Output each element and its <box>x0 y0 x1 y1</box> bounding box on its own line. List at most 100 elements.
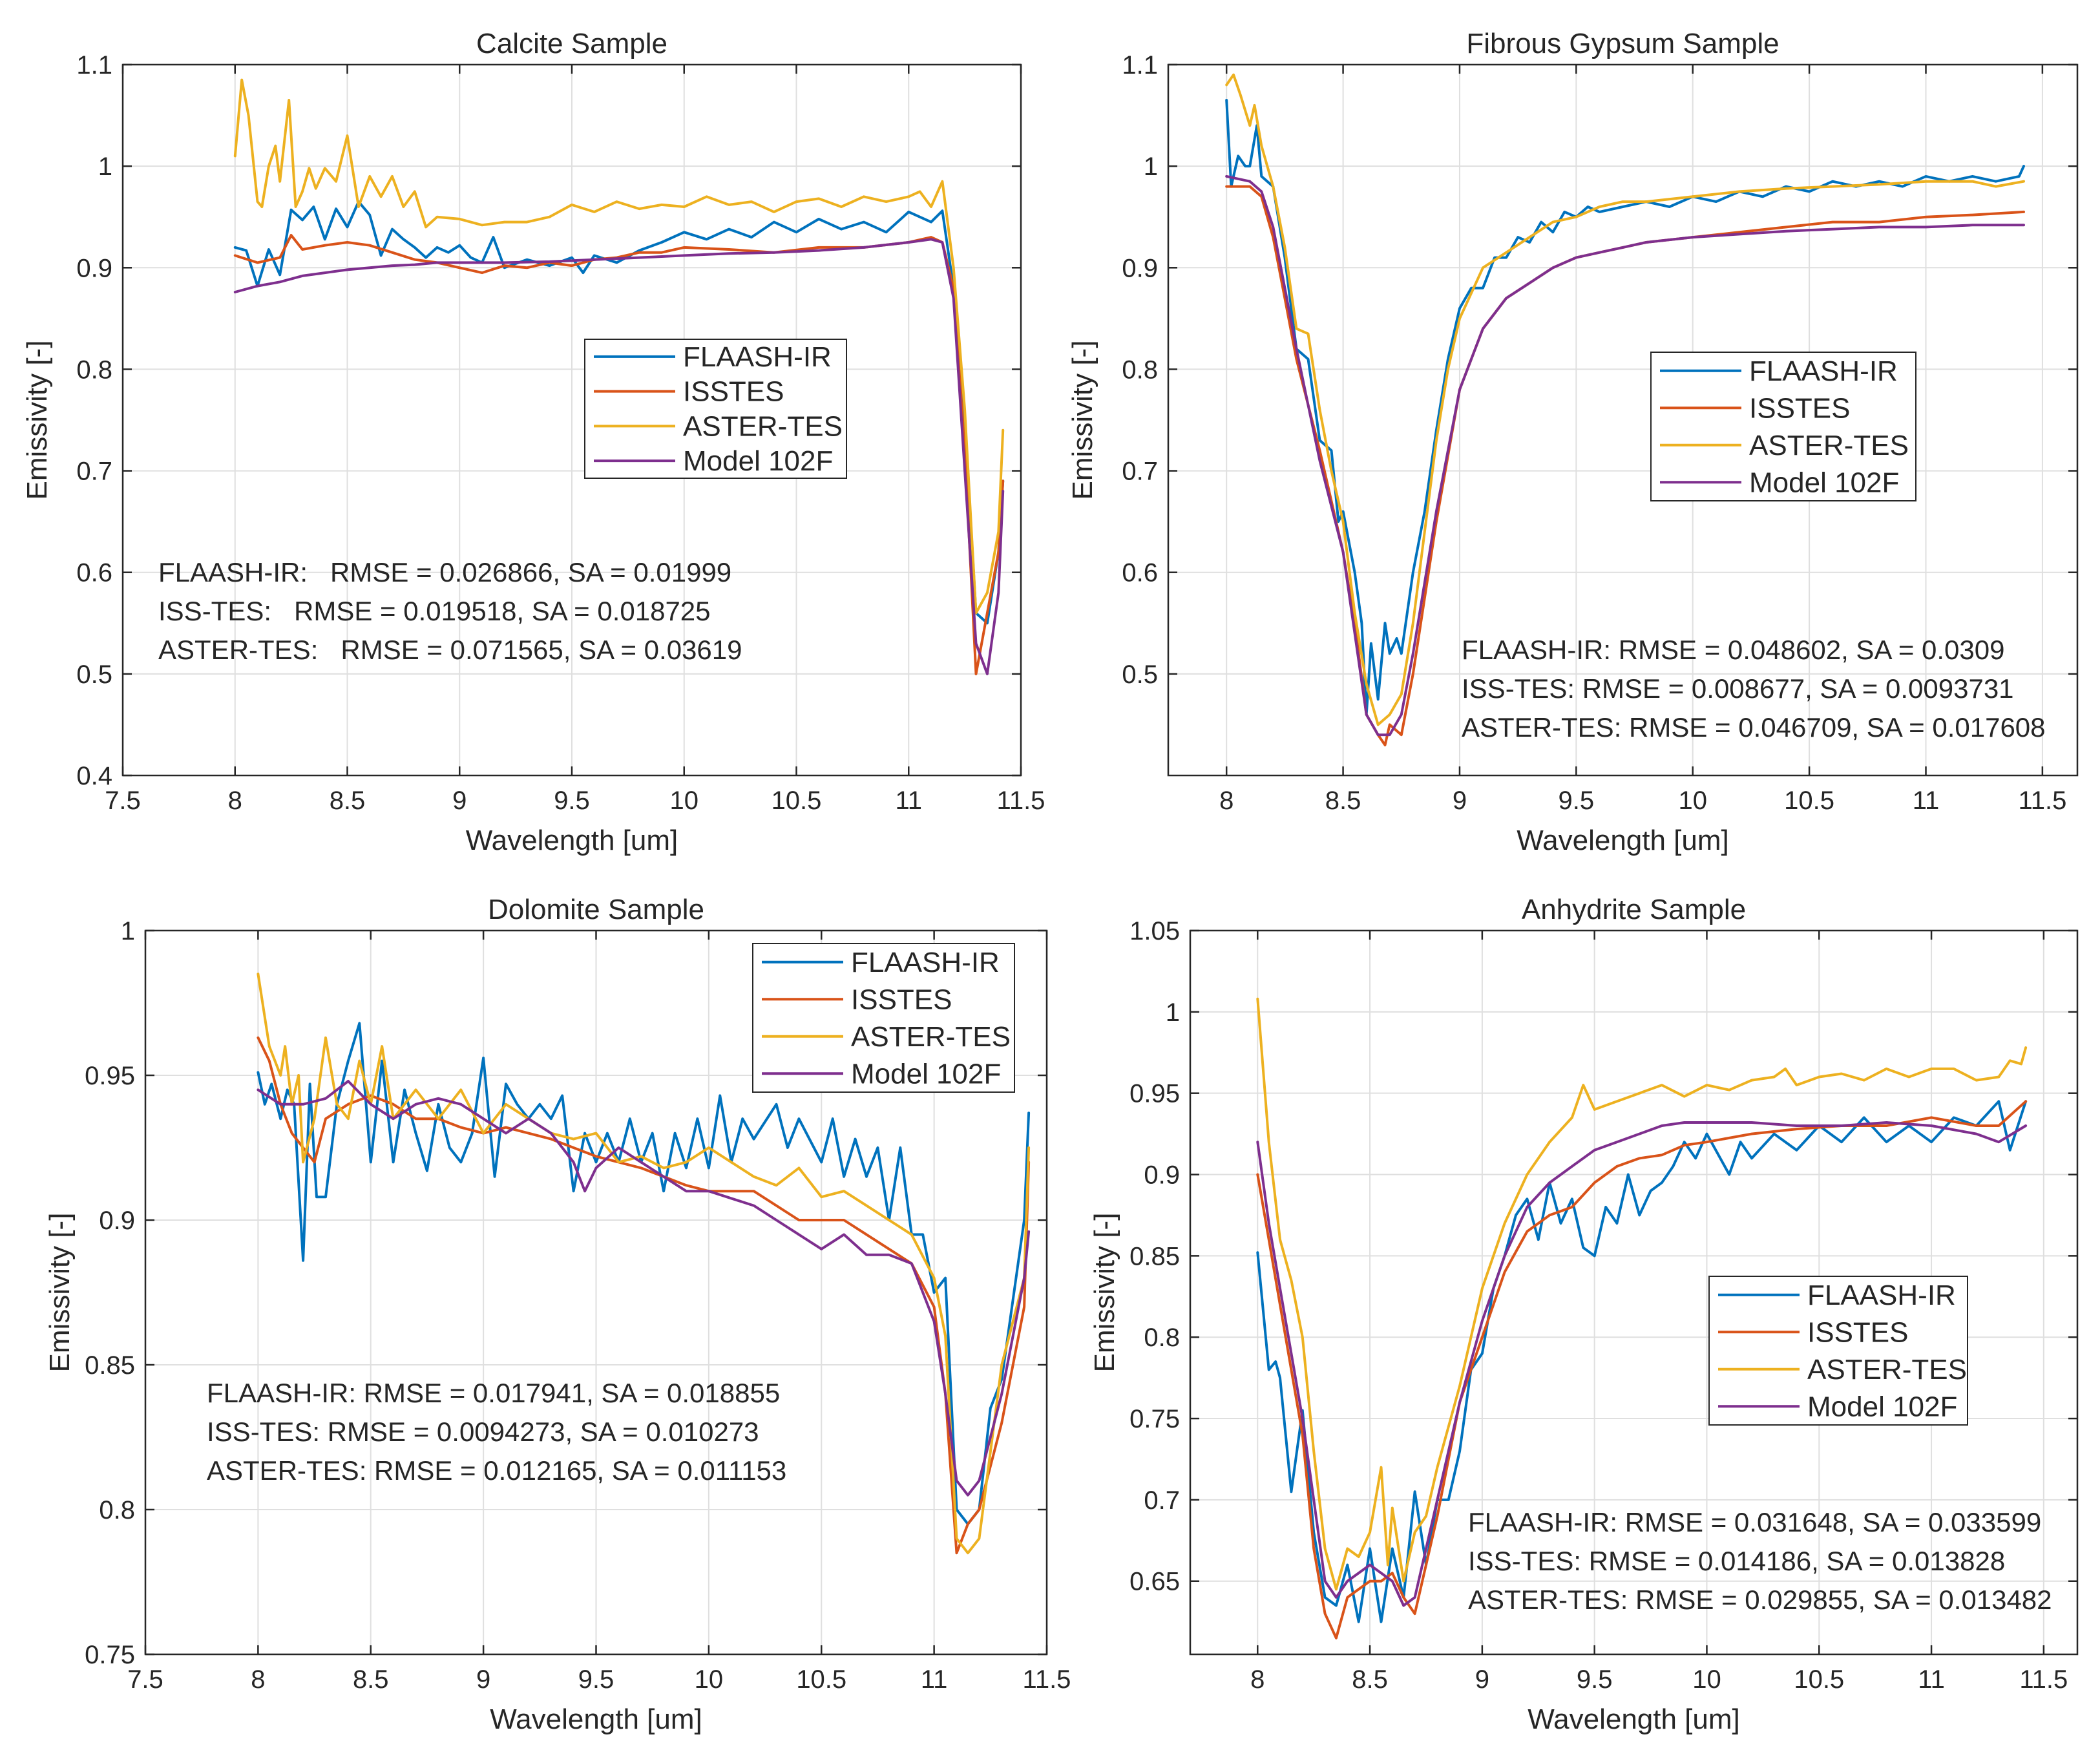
legend-entry: ASTER-TES <box>683 410 843 442</box>
y-tick-label: 0.7 <box>1122 458 1158 486</box>
x-tick-label: 10 <box>670 786 699 815</box>
annotation-text: FLAASH-IR: RMSE = 0.017941, SA = 0.01885… <box>207 1378 780 1408</box>
series-line-flaash-ir <box>1225 99 2025 716</box>
x-tick-label: 11.5 <box>2018 786 2066 815</box>
legend-box <box>752 943 1015 1093</box>
legend-entry: Model 102F <box>683 445 833 477</box>
chart-title: Anhydrite Sample <box>1522 894 1746 925</box>
series-line-flaash-ir <box>257 1022 1031 1526</box>
axis-box <box>1189 929 2079 1656</box>
series-line-model-102f <box>1225 174 2025 737</box>
y-tick-label: 1.05 <box>1129 917 1180 945</box>
legend-entry: FLAASH-IR <box>851 947 1000 978</box>
y-tick-label: 0.6 <box>76 559 112 587</box>
legend: FLAASH-IR ISSTES ASTER-TES Model 102F <box>1708 1276 1968 1426</box>
y-tick-label: 0.8 <box>1122 355 1158 384</box>
x-tick-label: 11.5 <box>1023 1665 1071 1694</box>
legend-entry: ISSTES <box>683 376 784 408</box>
x-axis-label: Wavelength [um] <box>1528 1703 1740 1735</box>
x-tick-label: 10.5 <box>1784 786 1834 815</box>
y-tick-label: 0.7 <box>76 458 112 486</box>
series-line-aster-tes <box>257 973 1031 1555</box>
legend-entry: ASTER-TES <box>1807 1354 1967 1386</box>
legend-box <box>584 339 847 479</box>
x-tick-label: 9 <box>1453 786 1467 815</box>
x-tick-label: 7.5 <box>105 786 141 815</box>
series-line-aster-tes <box>233 78 1005 615</box>
series-line-model-102f <box>257 1080 1031 1497</box>
legend: FLAASH-IR ISSTES ASTER-TES Model 102F <box>752 943 1015 1093</box>
y-tick-label: 0.65 <box>1129 1568 1180 1596</box>
y-tick-label: 1.1 <box>1122 51 1158 79</box>
x-tick-label: 9.5 <box>554 786 590 815</box>
x-tick-label: 8.5 <box>1325 786 1361 815</box>
y-axis-label: Emissivity [-] <box>21 341 53 500</box>
chart-title: Fibrous Gypsum Sample <box>1466 28 1779 59</box>
legend-entry: ISSTES <box>1749 392 1851 424</box>
axis-box <box>1167 63 2079 777</box>
x-tick-label: 11 <box>1913 786 1940 815</box>
y-tick-label: 0.8 <box>76 355 112 384</box>
x-tick-label: 9.5 <box>578 1665 614 1694</box>
y-axis-label: Emissivity [-] <box>1067 341 1098 500</box>
x-tick-label: 10 <box>695 1665 724 1694</box>
y-tick-label: 0.5 <box>76 660 112 689</box>
x-tick-label: 9 <box>1475 1665 1489 1694</box>
x-tick-label: 11 <box>895 786 922 815</box>
x-tick-label: 11 <box>1918 1665 1945 1694</box>
x-tick-label: 11.5 <box>2019 1665 2068 1694</box>
series-line-model-102f <box>233 238 1005 675</box>
y-tick-label: 0.85 <box>85 1351 135 1380</box>
x-tick-label: 9.5 <box>1559 786 1595 815</box>
x-tick-label: 9.5 <box>1577 1665 1613 1694</box>
x-tick-label: 8 <box>251 1665 265 1694</box>
chart-panel-2: 8 8.5 9 9.5 10 10.5 11 11.5 0.5 0.6 0.7 0.8 0.9 1 1.1 F… <box>1067 28 2079 856</box>
y-tick-label: 0.9 <box>1122 254 1158 282</box>
annotation-text: FLAASH-IR: RMSE = 0.026866, SA = 0.01999 <box>158 557 731 587</box>
x-tick-label: 8 <box>228 786 242 815</box>
legend-entry: ISSTES <box>1807 1316 1909 1348</box>
x-tick-label: 7.5 <box>127 1665 163 1694</box>
legend-entry: Model 102F <box>1807 1391 1957 1422</box>
annotation-text: ISS-TES: RMSE = 0.008677, SA = 0.0093731 <box>1462 673 2014 704</box>
y-tick-label: 0.4 <box>76 762 112 790</box>
legend-entry: FLAASH-IR <box>683 341 832 373</box>
y-tick-label: 0.6 <box>1122 559 1158 587</box>
annotation-text: ISS-TES: RMSE = 0.019518, SA = 0.018725 <box>158 596 711 626</box>
x-tick-label: 10.5 <box>796 1665 846 1694</box>
y-tick-label: 1 <box>1166 998 1180 1027</box>
y-tick-label: 0.8 <box>99 1496 135 1524</box>
y-tick-label: 0.95 <box>1129 1080 1180 1108</box>
annotation-text: FLAASH-IR: RMSE = 0.031648, SA = 0.03359… <box>1468 1507 2041 1537</box>
x-tick-label: 10.5 <box>1794 1665 1844 1694</box>
annotation-text: ASTER-TES: RMSE = 0.012165, SA = 0.01115… <box>207 1455 786 1486</box>
x-tick-label: 10 <box>1678 786 1707 815</box>
x-tick-label: 8.5 <box>1352 1665 1388 1694</box>
x-tick-label: 8 <box>1250 1665 1265 1694</box>
legend-entry: FLAASH-IR <box>1807 1280 1956 1311</box>
legend-entry: Model 102F <box>1749 467 1899 498</box>
legend-entry: Model 102F <box>851 1058 1001 1090</box>
y-tick-label: 1 <box>98 153 112 181</box>
annotation-text: ASTER-TES: RMSE = 0.046709, SA = 0.01760… <box>1462 712 2046 743</box>
x-tick-label: 8 <box>1219 786 1234 815</box>
legend-entry: ASTER-TES <box>1749 430 1909 461</box>
legend-entry: FLAASH-IR <box>1749 355 1898 387</box>
annotation-text: ASTER-TES: RMSE = 0.029855, SA = 0.01348… <box>1468 1585 2052 1615</box>
chart-title: Dolomite Sample <box>488 894 704 925</box>
y-axis-label: Emissivity [-] <box>44 1213 76 1373</box>
plot-area <box>1168 65 2077 775</box>
x-axis-label: Wavelength [um] <box>466 825 678 856</box>
x-tick-label: 11 <box>921 1665 948 1694</box>
x-axis-label: Wavelength [um] <box>490 1703 702 1735</box>
x-axis-label: Wavelength [um] <box>1517 825 1729 856</box>
legend-box <box>1650 352 1916 501</box>
x-tick-label: 9 <box>476 1665 490 1694</box>
annotation-text: ISS-TES: RMSE = 0.014186, SA = 0.013828 <box>1468 1546 2005 1576</box>
chart-panel-1: 7.5 8 8.5 9 9.5 10 10.5 11 11.5 0.4 0.5 0.6 0.7 0.8 0.… <box>21 28 1045 856</box>
chart-title: Calcite Sample <box>476 28 667 59</box>
series-line-model-102f <box>1256 1121 2028 1607</box>
legend-entry: ASTER-TES <box>851 1021 1011 1053</box>
x-tick-label: 10 <box>1692 1665 1721 1694</box>
